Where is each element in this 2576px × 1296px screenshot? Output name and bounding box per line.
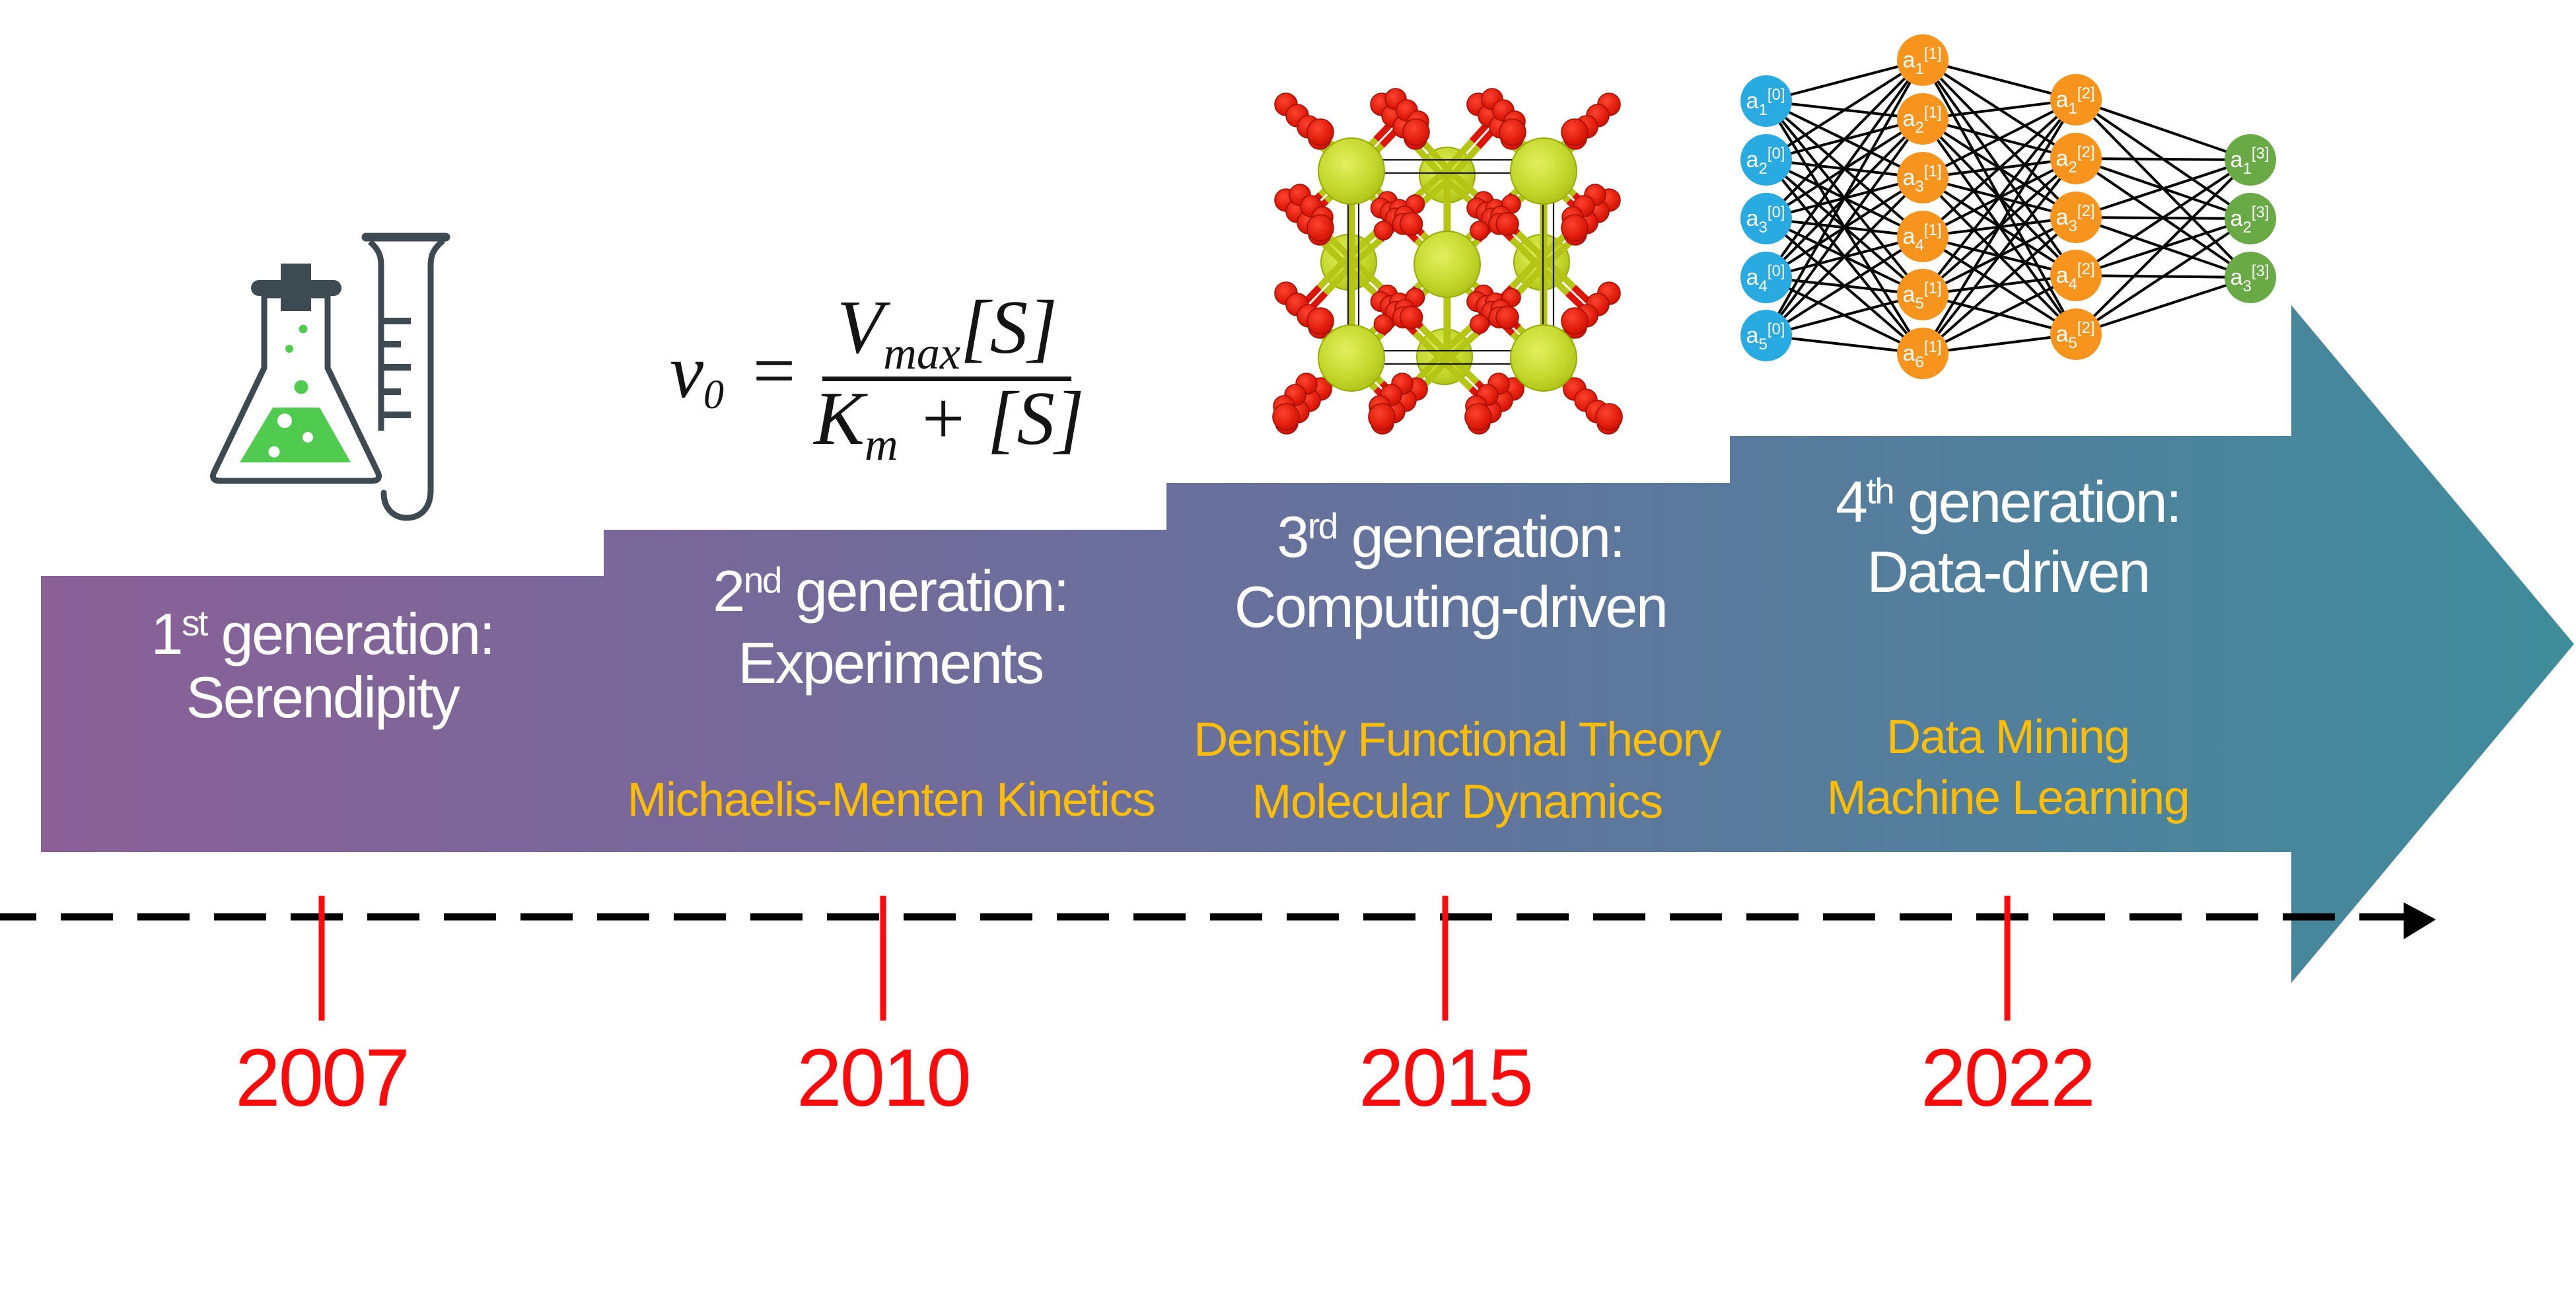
svg-text:Serendipity: Serendipity xyxy=(186,665,460,730)
svg-text:Machine Learning: Machine Learning xyxy=(1827,772,2189,824)
svg-text:=: = xyxy=(748,329,799,413)
svg-text:Molecular Dynamics: Molecular Dynamics xyxy=(1252,775,1662,828)
svg-text:a2[1]: a2[1] xyxy=(1903,104,1942,137)
svg-text:Vmax[S]: Vmax[S] xyxy=(837,285,1057,379)
svg-text:3rd generation:: 3rd generation: xyxy=(1277,504,1624,569)
svg-text:v0: v0 xyxy=(670,330,724,417)
svg-text:Km + [S]: Km + [S] xyxy=(812,377,1084,470)
svg-text:a3[0]: a3[0] xyxy=(1746,203,1785,236)
svg-text:2015: 2015 xyxy=(1359,1033,1532,1124)
svg-text:4th generation:: 4th generation: xyxy=(1836,469,2180,534)
svg-text:2nd generation:: 2nd generation: xyxy=(713,558,1067,624)
svg-text:Data-driven: Data-driven xyxy=(1867,539,2149,604)
svg-text:Data Mining: Data Mining xyxy=(1886,711,2129,764)
svg-text:Michaelis-Menten Kinetics: Michaelis-Menten Kinetics xyxy=(627,774,1155,826)
svg-text:2022: 2022 xyxy=(1921,1033,2094,1124)
svg-text:Density Functional Theory: Density Functional Theory xyxy=(1194,713,1721,766)
svg-text:2010: 2010 xyxy=(797,1033,970,1124)
svg-text:Computing-driven: Computing-driven xyxy=(1234,574,1667,639)
svg-text:2007: 2007 xyxy=(235,1033,408,1124)
svg-text:1st generation:: 1st generation: xyxy=(151,601,493,666)
svg-text:Experiments: Experiments xyxy=(738,630,1043,696)
